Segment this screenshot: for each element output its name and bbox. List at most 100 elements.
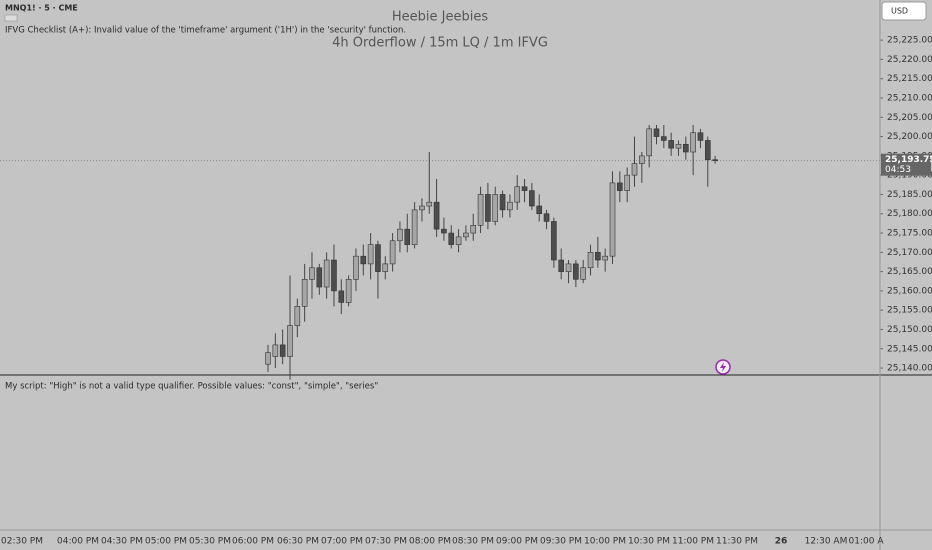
candle-body	[433, 201, 440, 230]
y-tick-label: 25,210.00	[887, 93, 932, 103]
y-tick-label: 25,185.00	[887, 190, 932, 200]
candle-body	[345, 279, 352, 303]
x-tick-label: 08:00 PM	[409, 537, 451, 547]
candle-body	[279, 344, 286, 357]
candle-body	[631, 163, 638, 176]
candle-body	[353, 255, 359, 280]
candle-body	[360, 255, 367, 265]
currency-label[interactable]: USD	[891, 7, 908, 16]
y-tick-label: 25,150.00	[887, 325, 932, 335]
candle-body	[499, 194, 506, 211]
x-tick-label: 10:30 PM	[628, 537, 670, 547]
candle-body	[382, 263, 389, 272]
candle-body	[367, 244, 374, 265]
candle-body	[287, 325, 293, 357]
symbol: MNQ1! · 5 · CME	[5, 4, 78, 13]
candle-body	[690, 132, 696, 153]
y-tick-label: 25,155.00	[887, 306, 932, 316]
candle-body	[543, 213, 550, 222]
candle-body	[536, 205, 543, 215]
y-tick-label: 25,145.00	[887, 344, 932, 354]
candle-body	[426, 201, 433, 207]
candle-body	[316, 267, 323, 288]
candle-body	[477, 194, 484, 226]
x-tick-label: 08:30 PM	[452, 537, 494, 547]
y-tick-label: 25,160.00	[887, 286, 932, 296]
candle-body	[419, 205, 425, 211]
x-tick-label: 07:30 PM	[365, 537, 407, 547]
candle-body	[551, 221, 557, 261]
candle-body	[389, 240, 396, 265]
y-tick-label: 25,200.00	[887, 132, 932, 142]
currency-button[interactable]	[881, 1, 927, 21]
alert-bolt	[720, 362, 726, 372]
candle-body	[595, 252, 601, 261]
candle-body	[646, 128, 652, 157]
candle-body	[323, 259, 330, 288]
candle-body	[668, 140, 674, 149]
candle-body	[602, 255, 608, 261]
countdown: 04:53	[885, 165, 911, 175]
candle-body	[697, 132, 704, 141]
candle-body	[521, 186, 528, 191]
x-tick-label: 12:30 AM	[805, 537, 848, 547]
candle-body	[617, 182, 623, 191]
candle-body	[661, 136, 667, 141]
candle-body	[265, 352, 271, 365]
candle-body	[294, 306, 301, 326]
y-tick-label: 25,165.00	[887, 267, 932, 277]
x-tick-label: 04:30 PM	[101, 537, 143, 547]
candle-body	[565, 263, 572, 272]
candle-body	[470, 225, 477, 234]
last-price-label: 25,193.75	[885, 155, 932, 165]
candle-body	[653, 128, 660, 137]
y-tick-label: 25,180.00	[887, 209, 932, 219]
candle-body	[309, 267, 315, 280]
candle-body	[441, 228, 447, 234]
x-tick-label: 26	[775, 537, 788, 547]
error-message: IFVG Checklist (A+): Invalid value of th…	[5, 26, 406, 36]
candle-body	[272, 344, 279, 357]
x-tick-label: 09:30 PM	[540, 537, 582, 547]
candle-body	[463, 232, 469, 238]
x-tick-label: 05:00 PM	[145, 537, 187, 547]
candle-body	[712, 159, 718, 162]
last-price-box	[881, 153, 931, 176]
candle-body	[411, 209, 418, 245]
candle-body	[580, 267, 586, 280]
x-tick-label: 11:00 PM	[672, 537, 714, 547]
candle-body	[455, 236, 462, 245]
y-tick-label: 25,225.00	[887, 36, 932, 46]
candle-body	[448, 232, 455, 245]
candle-body	[587, 252, 594, 269]
error-message: My script: "High" is not a valid type qu…	[5, 382, 378, 392]
x-tick-label: 06:00 PM	[232, 537, 274, 547]
y-tick-label: 25,175.00	[887, 229, 932, 239]
x-tick-label: 07:00 PM	[321, 537, 363, 547]
x-tick-label: 02:30 PM	[1, 537, 43, 547]
candle-body	[485, 194, 491, 222]
candle-body	[397, 228, 403, 242]
y-tick-label: 25,205.00	[887, 113, 932, 123]
x-tick-label: 05:30 PM	[189, 537, 231, 547]
candle-body	[301, 279, 308, 307]
candle-body	[404, 228, 411, 245]
candle-body	[639, 155, 645, 164]
x-tick-label: 09:00 PM	[496, 537, 538, 547]
candle-body	[609, 182, 616, 257]
y-tick-label: 25,215.00	[887, 74, 932, 84]
candle-body	[675, 143, 682, 149]
candle-body	[338, 290, 345, 303]
candle-body	[704, 140, 711, 161]
badge	[4, 14, 18, 22]
y-tick-label: 25,140.00	[887, 364, 932, 374]
candle-body	[624, 174, 630, 191]
y-tick-label: 25,220.00	[887, 55, 932, 65]
x-tick-label: 04:00 PM	[57, 537, 99, 547]
candle-body	[683, 143, 689, 153]
candle-body	[573, 263, 579, 280]
x-tick-label: 06:30 PM	[277, 537, 319, 547]
candle-body	[514, 186, 521, 203]
